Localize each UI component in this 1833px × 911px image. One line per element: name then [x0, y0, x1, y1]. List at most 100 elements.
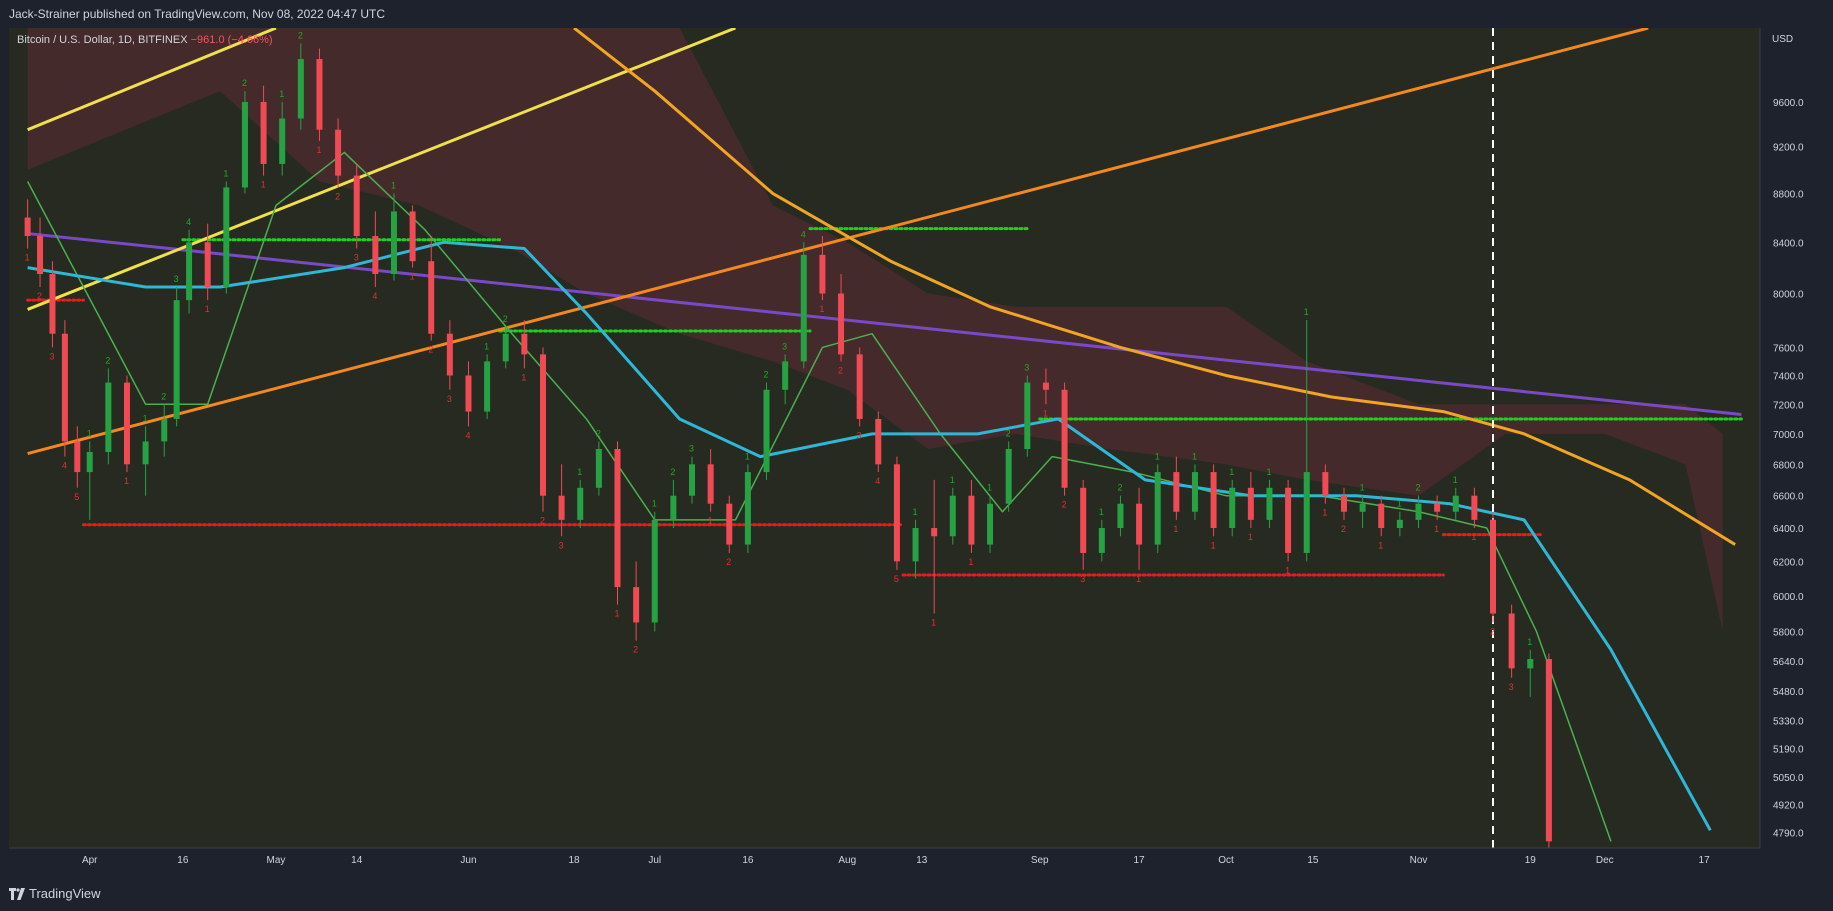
candle-body — [1154, 472, 1161, 545]
candle-10 — [161, 404, 168, 457]
candle-54 — [968, 479, 975, 553]
candle-2 — [37, 217, 44, 288]
candle-83 — [1508, 604, 1515, 678]
candle-38 — [670, 479, 677, 529]
sequence-count-down: 2 — [428, 345, 433, 355]
candle-body — [1266, 487, 1273, 520]
moving-average-1 — [26, 151, 1612, 842]
time-tick-label: 17 — [1699, 855, 1711, 866]
sequence-count-down: 1 — [1043, 408, 1048, 418]
candle-body — [614, 448, 621, 588]
candle-40 — [707, 448, 714, 512]
axis-currency: USD — [1772, 34, 1794, 45]
tradingview-brand[interactable]: TradingView — [9, 886, 101, 901]
price-tick-label: 5800.0 — [1773, 627, 1804, 638]
candle-17 — [279, 101, 286, 176]
sequence-count-down: 1 — [1136, 574, 1141, 584]
candle-9 — [142, 426, 149, 496]
footer-bar: TradingView — [0, 876, 1833, 911]
sequence-count-up: 1 — [391, 180, 396, 190]
candle-body — [37, 236, 44, 275]
candle-body — [24, 217, 31, 237]
sequence-count-down: 2 — [540, 516, 545, 526]
candle-body — [1191, 472, 1198, 512]
price-tick-label: 9200.0 — [1773, 143, 1804, 154]
sequence-count-down: 1 — [615, 609, 620, 619]
candle-body — [539, 354, 546, 496]
candle-35 — [614, 441, 621, 605]
candle-body — [1136, 503, 1143, 545]
price-tick-label: 5480.0 — [1773, 687, 1804, 698]
cloud-layer — [27, 28, 1723, 632]
time-tick-label: Jun — [460, 855, 476, 866]
price-chart[interactable]: 1 2 3 4 5 1 2 1 1 2 3 4 1 1 2 1 1 2 1 2 3 4 1 1 2 3 4 1 2 1 2 3 1 2 1 2 1 2 3 1… — [0, 28, 1833, 876]
candle-body — [241, 101, 248, 188]
candle-body — [838, 293, 845, 355]
candle-47 — [838, 274, 845, 362]
sequence-count-up: 1 — [745, 451, 750, 461]
sequence-count-up: 2 — [1415, 483, 1420, 493]
candle-39 — [689, 456, 696, 504]
candle-55 — [987, 495, 994, 553]
time-tick-label: 16 — [177, 855, 189, 866]
candle-body — [335, 129, 342, 176]
candle-body — [949, 495, 956, 537]
sequence-count-up: 2 — [503, 314, 508, 324]
candle-56 — [1005, 441, 1012, 512]
sequence-count-down: 1 — [1211, 540, 1216, 550]
candle-33 — [577, 479, 584, 529]
sequence-count-up: 1 — [1360, 483, 1365, 493]
candle-16 — [260, 85, 267, 176]
sequence-count-down: 3 — [1080, 574, 1085, 584]
candle-74 — [1340, 487, 1347, 520]
sequence-count-up: 1 — [1453, 475, 1458, 485]
candle-body — [726, 503, 733, 545]
time-tick-label: May — [267, 855, 286, 866]
candle-81 — [1471, 487, 1478, 529]
candle-48 — [856, 347, 863, 427]
candle-85 — [1545, 653, 1552, 848]
candle-18 — [297, 43, 304, 130]
candle-body — [670, 495, 677, 520]
candle-body — [223, 187, 230, 288]
candle-body — [204, 242, 211, 288]
price-tick-label: 6600.0 — [1773, 492, 1804, 503]
candle-body — [1285, 487, 1292, 553]
price-tick-label: 8800.0 — [1773, 189, 1804, 200]
candle-body — [968, 495, 975, 545]
candle-body — [558, 495, 565, 520]
sequence-count-down: 1 — [1322, 508, 1327, 518]
candle-24 — [409, 205, 416, 268]
candle-66 — [1191, 464, 1198, 520]
candle-body — [1378, 503, 1385, 529]
trendline-3 — [27, 28, 737, 311]
candle-70 — [1266, 479, 1273, 529]
time-tick-label: Jul — [648, 855, 661, 866]
price-tick-label: 5190.0 — [1773, 744, 1804, 755]
candle-body — [86, 452, 93, 473]
candle-body — [595, 448, 602, 488]
candle-29 — [502, 326, 509, 369]
sequence-count-down: 1 — [1434, 524, 1439, 534]
sequence-count-down: 4 — [465, 430, 470, 440]
sequence-count-up: 2 — [596, 428, 601, 438]
candle-body — [297, 59, 304, 119]
sequence-count-up: 1 — [652, 499, 657, 509]
candle-84 — [1527, 649, 1534, 697]
sequence-count-up: 1 — [1397, 499, 1402, 509]
candle-body — [1471, 495, 1478, 520]
candle-body — [49, 274, 56, 334]
sequence-count-down: 2 — [1490, 626, 1495, 636]
sequence-count-down: 1 — [1471, 532, 1476, 542]
symbol-legend[interactable]: Bitcoin / U.S. Dollar, 1D, BITFINEX −961… — [17, 34, 273, 46]
sequence-count-down: 1 — [316, 145, 321, 155]
price-tick-label: 6400.0 — [1773, 524, 1804, 535]
candle-body — [353, 175, 360, 237]
sequence-count-up: 1 — [87, 428, 92, 438]
lines-layer — [26, 28, 1742, 848]
time-tick-label: 14 — [351, 855, 363, 866]
candle-20 — [335, 118, 342, 188]
candle-body — [446, 333, 453, 376]
candle-body — [1117, 503, 1124, 529]
candle-body — [763, 389, 770, 473]
